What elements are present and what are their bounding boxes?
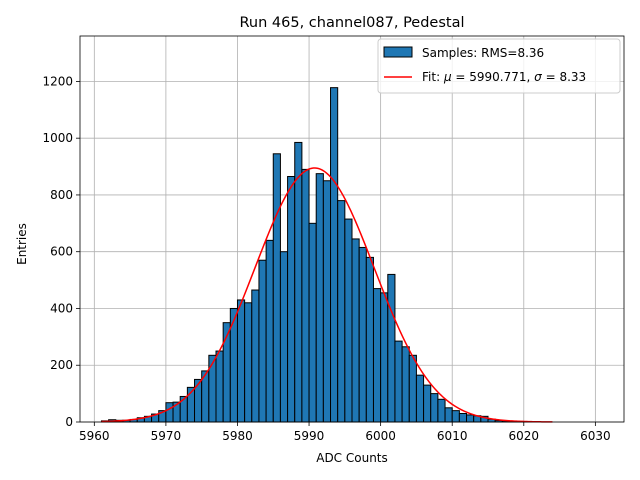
x-tick-label: 6000 [365,429,396,443]
histogram-bar [423,384,432,423]
x-tick-label: 6020 [509,429,540,443]
histogram-bar [380,292,389,423]
chart-title: Run 465, channel087, Pedestal [239,15,464,31]
histogram-bar [451,410,460,423]
histogram-bar [415,374,425,423]
histogram-bar [365,256,374,423]
histogram-bar [358,246,367,423]
legend-box [377,38,621,94]
y-tick-label: 1000 [42,131,73,145]
y-tick-label: 400 [50,301,73,315]
histogram-bar [466,414,475,423]
histogram-bar [236,299,246,423]
x-axis-ticks: 5960 5970 5980 5990 6000 6010 6020 6030 [79,422,611,443]
histogram-bar [401,346,410,423]
histogram-bar [315,173,324,423]
histogram-bar [165,402,174,423]
histogram-bar [458,412,468,423]
legend-fit-label: Fit: μ = 5990.771, σ = 8.33 [422,70,586,84]
histogram-bar [430,393,439,423]
y-tick-label: 0 [65,415,73,429]
histogram-bar [244,302,253,423]
histogram-bar [301,168,310,423]
legend-fit-sigma: σ [534,70,542,84]
x-tick-label: 5970 [151,429,182,443]
histogram-bar [208,354,217,423]
y-tick-label: 600 [50,245,73,259]
gaussian-fit-curve [101,167,553,423]
x-tick-label: 5990 [294,429,325,443]
histogram-bars [100,87,539,423]
legend-fit-suffix: = 8.33 [542,70,586,84]
histogram-bar [258,259,267,423]
histogram-bar [394,340,403,423]
histogram-bar [344,218,353,423]
histogram-bar [337,200,346,423]
histogram-bar [372,288,382,423]
histogram-bar [279,251,289,423]
histogram-bar [330,87,339,423]
histogram-bar [251,289,260,423]
legend-samples-label: Samples: RMS=8.36 [422,46,544,60]
x-axis-label: ADC Counts [316,451,388,465]
x-tick-label: 6030 [580,429,611,443]
histogram-bar [194,378,203,423]
histogram-bar [265,239,274,423]
histogram-bar [408,354,417,423]
histogram-bar [272,153,281,423]
grid-lines [80,36,624,423]
histogram-bar [437,398,446,423]
histogram-bar [294,141,303,423]
plot-frame [79,35,625,423]
histogram-bar [322,180,332,423]
histogram-bar [387,273,396,423]
x-tick-label: 5960 [79,429,110,443]
histogram-bar [444,407,453,423]
histogram-bar [287,175,296,423]
x-tick-label: 5980 [222,429,253,443]
legend-fit-mu: μ [443,70,452,84]
histogram-bar [351,238,360,423]
legend-fit-mid: = 5990.771, [452,70,535,84]
y-axis-ticks: 0 200 400 600 800 1000 1200 [42,74,80,429]
legend-samples-swatch [383,46,413,58]
x-tick-label: 6010 [437,429,468,443]
y-tick-label: 200 [50,358,73,372]
legend: Samples: RMS=8.36 Fit: μ = 5990.771, σ =… [377,38,621,94]
y-axis-label: Entries [15,223,29,265]
histogram-bar [215,350,224,423]
histogram-bar [308,222,317,423]
legend-fit-prefix: Fit: [422,70,444,84]
y-tick-label: 800 [50,188,73,202]
y-tick-label: 1200 [42,74,73,88]
